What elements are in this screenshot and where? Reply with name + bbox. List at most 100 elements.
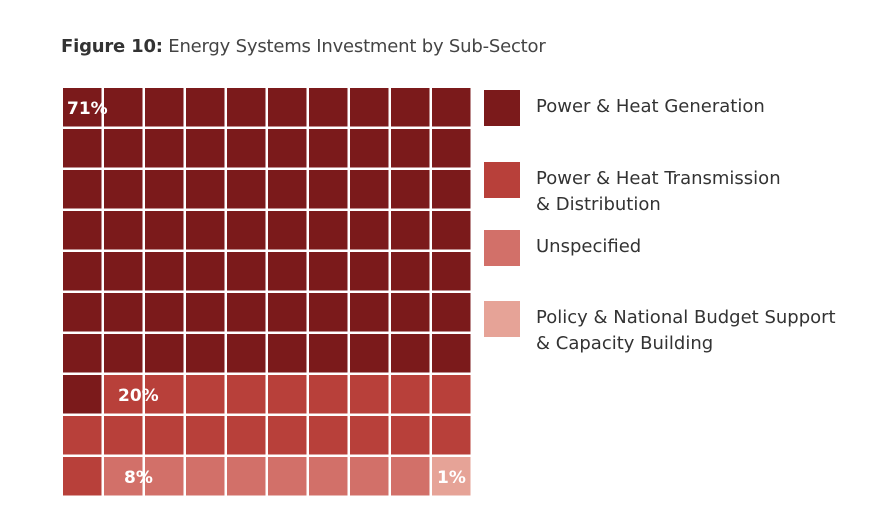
waffle-cell-power-and-heat-transmission-and-distribution — [350, 416, 389, 455]
waffle-cell-power-and-heat-transmission-and-distribution — [268, 416, 307, 455]
waffle-cell-power-and-heat-generation — [186, 170, 225, 209]
waffle-cell-power-and-heat-generation — [145, 252, 184, 291]
data-label-policy-and-national-budget-support-and-capacity-building: 1% — [437, 468, 466, 488]
waffle-cell-power-and-heat-generation — [350, 170, 389, 209]
waffle-cell-power-and-heat-generation — [309, 129, 348, 168]
waffle-cell-power-and-heat-generation — [350, 334, 389, 373]
legend-swatch-power-heat-generation — [484, 90, 520, 126]
waffle-cell-power-and-heat-transmission-and-distribution — [391, 416, 430, 455]
waffle-cell-power-and-heat-transmission-and-distribution — [104, 416, 143, 455]
waffle-cell-power-and-heat-generation — [63, 211, 102, 250]
waffle-cell-power-and-heat-generation — [186, 252, 225, 291]
waffle-cell-power-and-heat-generation — [227, 129, 266, 168]
waffle-cell-power-and-heat-generation — [391, 170, 430, 209]
waffle-cell-power-and-heat-transmission-and-distribution — [432, 375, 471, 414]
legend-label-policy-budget-capacity: Policy & National Budget Support & Capaci… — [536, 307, 836, 354]
waffle-cell-power-and-heat-generation — [145, 334, 184, 373]
waffle-cell-power-and-heat-generation — [227, 293, 266, 332]
waffle-cell-power-and-heat-generation — [63, 129, 102, 168]
waffle-cell-power-and-heat-generation — [227, 211, 266, 250]
waffle-cell-power-and-heat-generation — [391, 129, 430, 168]
waffle-cell-power-and-heat-generation — [186, 293, 225, 332]
waffle-cell-power-and-heat-generation — [227, 88, 266, 127]
legend-label-unspecified: Unspecified — [536, 236, 642, 257]
waffle-cell-power-and-heat-generation — [391, 88, 430, 127]
chart-title: Figure 10: Energy Systems Investment by … — [61, 36, 546, 57]
legend-label-power-heat-generation: Power & Heat Generation — [536, 96, 765, 117]
waffle-cell-power-and-heat-generation — [268, 334, 307, 373]
data-label-power-and-heat-generation: 71% — [67, 99, 108, 119]
waffle-cell-power-and-heat-transmission-and-distribution — [145, 375, 184, 414]
waffle-cell-power-and-heat-generation — [350, 88, 389, 127]
waffle-cell-power-and-heat-generation — [63, 252, 102, 291]
waffle-cell-power-and-heat-generation — [227, 334, 266, 373]
waffle-cell-power-and-heat-generation — [186, 211, 225, 250]
figure-title: Energy Systems Investment by Sub-Sector — [168, 36, 546, 57]
waffle-cell-power-and-heat-transmission-and-distribution — [145, 416, 184, 455]
waffle-cell-power-and-heat-generation — [104, 334, 143, 373]
waffle-cell-power-and-heat-generation — [432, 88, 471, 127]
waffle-cell-power-and-heat-generation — [391, 293, 430, 332]
waffle-cell-power-and-heat-generation — [350, 252, 389, 291]
waffle-cell-power-and-heat-transmission-and-distribution — [268, 375, 307, 414]
waffle-cell-power-and-heat-transmission-and-distribution — [63, 416, 102, 455]
waffle-cell-power-and-heat-generation — [186, 334, 225, 373]
waffle-cell-power-and-heat-transmission-and-distribution — [227, 375, 266, 414]
waffle-cell-power-and-heat-generation — [432, 211, 471, 250]
legend-swatch-unspecified — [484, 230, 520, 266]
data-label-unspecified: 8% — [124, 468, 153, 488]
waffle-cell-power-and-heat-transmission-and-distribution — [432, 416, 471, 455]
waffle-cell-power-and-heat-generation — [309, 88, 348, 127]
waffle-cell-power-and-heat-generation — [186, 88, 225, 127]
waffle-cell-power-and-heat-generation — [391, 252, 430, 291]
waffle-cell-power-and-heat-generation — [309, 170, 348, 209]
legend-label-transmission-distribution: Power & Heat Transmission & Distribution — [536, 166, 866, 218]
waffle-cell-power-and-heat-generation — [104, 170, 143, 209]
waffle-cell-power-and-heat-generation — [227, 170, 266, 209]
waffle-cell-unspecified — [350, 457, 389, 496]
waffle-cell-power-and-heat-generation — [186, 129, 225, 168]
waffle-cell-power-and-heat-generation — [432, 334, 471, 373]
waffle-cell-power-and-heat-transmission-and-distribution — [227, 416, 266, 455]
waffle-cell-power-and-heat-generation — [145, 129, 184, 168]
waffle-cell-power-and-heat-generation — [309, 334, 348, 373]
waffle-cell-power-and-heat-generation — [104, 88, 143, 127]
waffle-cell-power-and-heat-generation — [104, 211, 143, 250]
waffle-cell-power-and-heat-transmission-and-distribution — [104, 375, 143, 414]
waffle-cell-power-and-heat-transmission-and-distribution — [63, 457, 102, 496]
waffle-cell-power-and-heat-generation — [268, 170, 307, 209]
waffle-cell-power-and-heat-generation — [391, 211, 430, 250]
waffle-cell-power-and-heat-generation — [350, 129, 389, 168]
legend-swatch-policy-budget-capacity — [484, 301, 520, 337]
waffle-cell-power-and-heat-generation — [63, 375, 102, 414]
waffle-cell-unspecified — [227, 457, 266, 496]
waffle-cell-unspecified — [391, 457, 430, 496]
waffle-cell-unspecified — [268, 457, 307, 496]
waffle-cell-unspecified — [309, 457, 348, 496]
waffle-cell-power-and-heat-generation — [104, 252, 143, 291]
legend-swatch-transmission-distribution — [484, 162, 520, 198]
waffle-cell-power-and-heat-generation — [145, 170, 184, 209]
waffle-cell-unspecified — [186, 457, 225, 496]
waffle-cell-power-and-heat-generation — [63, 170, 102, 209]
waffle-cell-power-and-heat-generation — [309, 211, 348, 250]
waffle-cell-power-and-heat-transmission-and-distribution — [186, 416, 225, 455]
waffle-cell-power-and-heat-generation — [309, 293, 348, 332]
waffle-cell-power-and-heat-generation — [268, 252, 307, 291]
figure-label: Figure 10: — [61, 36, 163, 57]
waffle-cell-power-and-heat-generation — [432, 293, 471, 332]
waffle-cell-power-and-heat-generation — [432, 129, 471, 168]
waffle-cell-power-and-heat-generation — [145, 293, 184, 332]
waffle-cell-power-and-heat-generation — [268, 211, 307, 250]
data-label-power-and-heat-transmission-and-distribution: 20% — [118, 386, 159, 406]
waffle-cell-power-and-heat-transmission-and-distribution — [350, 375, 389, 414]
waffle-cell-power-and-heat-generation — [63, 88, 102, 127]
waffle-cell-power-and-heat-generation — [309, 252, 348, 291]
waffle-cell-unspecified — [104, 457, 143, 496]
waffle-cell-power-and-heat-generation — [432, 252, 471, 291]
waffle-cell-power-and-heat-generation — [350, 211, 389, 250]
waffle-cell-policy-and-national-budget-support-and-capacity-building — [432, 457, 471, 496]
waffle-cell-power-and-heat-generation — [268, 88, 307, 127]
waffle-cell-power-and-heat-generation — [350, 293, 389, 332]
